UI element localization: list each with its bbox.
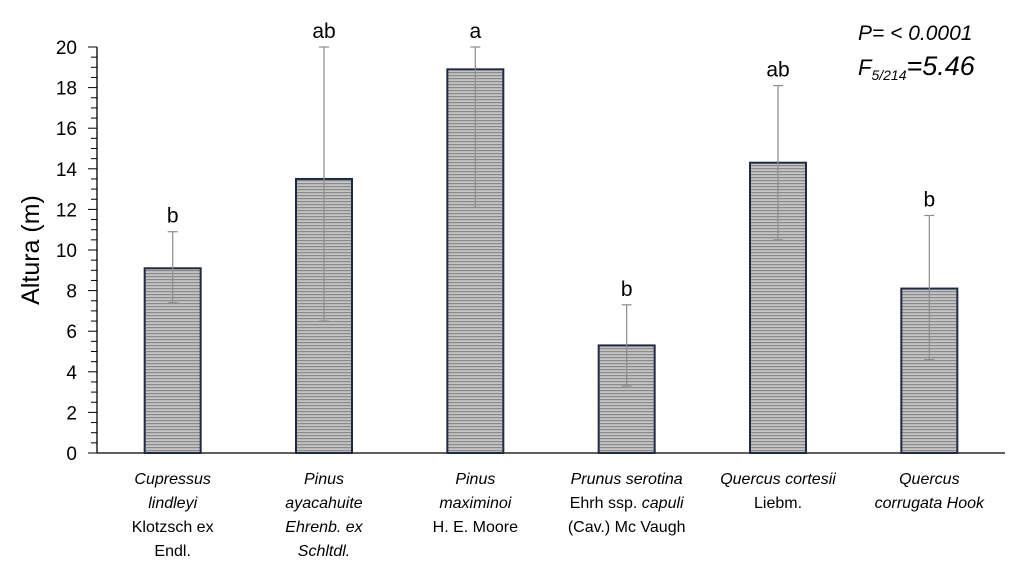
category-label-segment: Endl. (154, 543, 190, 560)
category-label-line: Ehrenb. ex (285, 519, 363, 536)
category-label-line: Ehrh ssp. capuli (570, 495, 684, 512)
y-axis-label: Altura (m) (17, 195, 45, 305)
category-label-line: Liebm. (754, 495, 802, 512)
category-label-line: Pinus (455, 471, 495, 488)
y-tick-label: 14 (56, 160, 78, 181)
bars (143, 46, 959, 455)
f-value: =5.46 (907, 51, 976, 81)
category-label-segment: Quercus (899, 471, 959, 488)
y-tick-label: 18 (56, 79, 77, 100)
significance-letter: ab (766, 59, 789, 82)
p-value-annotation: P= < 0.0001 (858, 22, 972, 45)
category-label-line: Pinus (304, 471, 344, 488)
category-label-line: maximinoi (439, 495, 511, 512)
significance-letter: b (621, 278, 633, 301)
category-label-line: ayacahuite (285, 495, 362, 512)
category-label-segment: maximinoi (439, 495, 511, 512)
significance-letter: a (469, 20, 481, 43)
y-tick-label: 12 (56, 200, 77, 221)
y-tick-label: 20 (56, 38, 77, 59)
category-label-segment: (Cav.) Mc Vaugh (568, 519, 686, 536)
bar (446, 68, 505, 455)
y-tick-label: 4 (66, 363, 77, 384)
category-label-segment: capuli (642, 495, 684, 512)
f-statistic-annotation: F5/214=5.46 (858, 51, 976, 83)
category-label: Pinus maximinoi H. E. Moore (433, 471, 518, 536)
category-label-line: (Cav.) Mc Vaugh (568, 519, 686, 536)
category-label-segment: ayacahuite (285, 495, 362, 512)
category-label-line: Cupressus (134, 471, 210, 488)
category-label-line: Klotzsch ex (132, 519, 214, 536)
significance-letter: ab (312, 20, 335, 43)
category-label-segment: Cupressus (134, 471, 210, 488)
category-label-line: Quercus cortesii (720, 471, 836, 488)
significance-letter: b (923, 188, 935, 211)
category-label-line: Schltdl. (298, 543, 350, 560)
category-label-segment: Ehrh ssp. (570, 495, 642, 512)
category-label-line: lindleyi (148, 495, 197, 512)
y-tick-label: 6 (66, 322, 77, 343)
significance-letter: b (167, 205, 179, 228)
y-tick-label: 2 (66, 403, 77, 424)
category-label-segment: Ehrenb. ex (285, 519, 363, 536)
category-label-segment: lindleyi (148, 495, 197, 512)
category-label-segment: Pinus (455, 471, 495, 488)
category-label-line: Quercus (899, 471, 959, 488)
category-label-line: Prunus serotina (571, 471, 683, 488)
f-subscript: 5/214 (871, 67, 906, 83)
category-label-segment: Liebm. (754, 495, 802, 512)
category-label-segment: Prunus serotina (571, 471, 683, 488)
category-label-segment: Klotzsch ex (132, 519, 214, 536)
category-label-segment: H. E. Moore (433, 519, 518, 536)
category-label-line: H. E. Moore (433, 519, 518, 536)
y-tick-label: 0 (66, 444, 77, 465)
category-label: Pinus ayacahuite Ehrenb. ex Schltdl. (285, 471, 363, 560)
category-label-segment: Schltdl. (298, 543, 350, 560)
axes: 0 2 4 6 8 10 12 14 16 18 20 (56, 38, 1005, 465)
category-label: Quercus corrugata Hook (875, 471, 985, 512)
bar (900, 287, 959, 454)
y-tick-label: 16 (56, 119, 77, 140)
category-label-line: corrugata Hook (875, 495, 985, 512)
category-label-line: Endl. (154, 543, 190, 560)
f-letter: F (858, 55, 873, 80)
category-label-segment: Quercus cortesii (720, 471, 836, 488)
category-label: Quercus cortesii Liebm. (720, 471, 836, 512)
y-tick-label: 8 (66, 282, 77, 303)
category-label-segment: Pinus (304, 471, 344, 488)
category-label: Cupressus lindleyi Klotzsch ex Endl. (132, 471, 214, 560)
category-label: Prunus serotina Ehrh ssp. capuli (Cav.) Mc… (568, 471, 686, 536)
y-tick-label: 10 (56, 241, 77, 262)
category-label-segment: corrugata Hook (875, 495, 985, 512)
